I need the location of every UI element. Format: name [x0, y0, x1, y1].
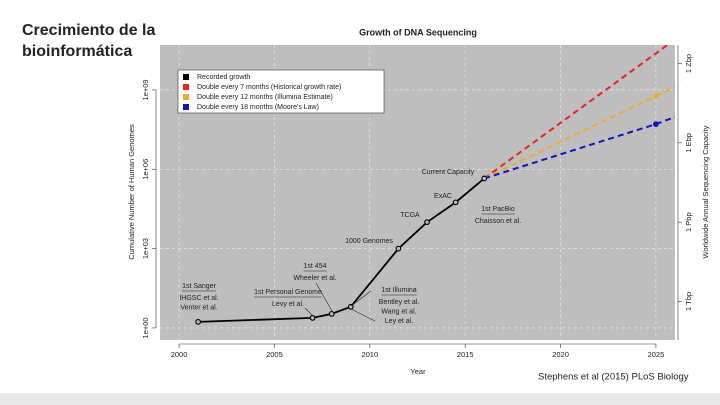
leader-line — [350, 290, 372, 307]
annotation-author: Bentley et al. — [379, 299, 420, 306]
annotation-author: Wang et al. — [381, 308, 416, 315]
data-point — [481, 175, 488, 182]
x-tick-label: 2005 — [266, 350, 283, 359]
data-point — [452, 199, 459, 206]
legend-label: Double every 7 months (Historical growth… — [197, 84, 341, 91]
series-line — [198, 177, 485, 323]
annotation-title: 1st PacBio — [481, 206, 515, 213]
y-axis-label: Cumulative Number of Human Genomes — [127, 124, 136, 260]
y2-axis-label: Worldwide Annual Sequencing Capacity — [701, 125, 710, 258]
slide-title-line: Crecimiento de la — [22, 22, 155, 39]
annotation-title: 1st 454 — [304, 263, 327, 270]
annotation-author: Venter et al. — [180, 304, 217, 311]
y2-tick-label: 1 Zbp — [684, 54, 693, 73]
x-tick-label: 2020 — [552, 350, 569, 359]
annotation-author: Chaisson et al. — [475, 218, 521, 225]
legend-label: Double every 18 months (Moore's Law) — [197, 104, 319, 111]
y2-tick-label: 1 Pbp — [684, 212, 693, 232]
annotation-title: 1000 Genomes — [345, 238, 393, 245]
legend-swatch — [183, 104, 189, 110]
annotation-title: ExAC — [434, 193, 452, 200]
annotation-author: IHGSC et al. — [179, 295, 218, 302]
leader-line — [315, 282, 333, 312]
slide-title-line: bioinformática — [22, 43, 132, 60]
annotation-author: Wheeler et al. — [293, 275, 336, 282]
x-axis-label: Year — [410, 367, 426, 376]
data-point — [653, 121, 659, 128]
legend-label: Double every 12 months (Illumina Estimat… — [197, 94, 333, 101]
annotation-title: 1st Illumina — [381, 287, 417, 294]
leader-line — [304, 307, 314, 317]
annotation-author: Ley et al. — [385, 318, 413, 325]
data-point — [195, 318, 202, 325]
y-tick-label: 1e+09 — [141, 79, 150, 100]
legend-box — [177, 69, 385, 114]
x-tick-label: 2025 — [648, 350, 665, 359]
x-tick-label: 2015 — [457, 350, 474, 359]
annotation-title: 1st Sanger — [182, 283, 217, 290]
data-point — [424, 219, 430, 226]
legend-swatch — [183, 84, 189, 90]
y-tick-label: 1e+00 — [141, 317, 150, 338]
y2-tick-label: 1 Tbp — [684, 292, 693, 311]
data-point — [309, 314, 316, 321]
annotation-title: 1st Personal Genome — [254, 289, 322, 296]
annotation-author: Levy et al. — [272, 301, 304, 308]
y2-tick-label: 1 Ebp — [684, 133, 693, 153]
series-line — [483, 45, 668, 180]
annotation-title: Current Capacity — [422, 169, 475, 176]
legend-swatch — [183, 74, 189, 80]
data-point — [653, 93, 659, 99]
legend-label: Recorded growth — [197, 74, 250, 81]
leader-line — [350, 308, 376, 322]
annotation-title: TCGA — [400, 212, 420, 219]
data-point — [395, 245, 402, 252]
footer-band — [0, 393, 720, 405]
citation: Stephens et al (2015) PLoS Biology — [538, 372, 689, 383]
y-tick-label: 1e+06 — [141, 159, 150, 180]
annotations: Recorded growth Double every 7 months (Hi… — [177, 69, 659, 325]
x-tick-label: 2000 — [171, 350, 188, 359]
data-point — [328, 310, 335, 317]
x-tick-label: 2010 — [361, 350, 378, 359]
y-tick-label: 1e+03 — [141, 238, 150, 259]
legend-swatch — [183, 94, 189, 100]
chart-title: Growth of DNA Sequencing — [359, 27, 477, 37]
